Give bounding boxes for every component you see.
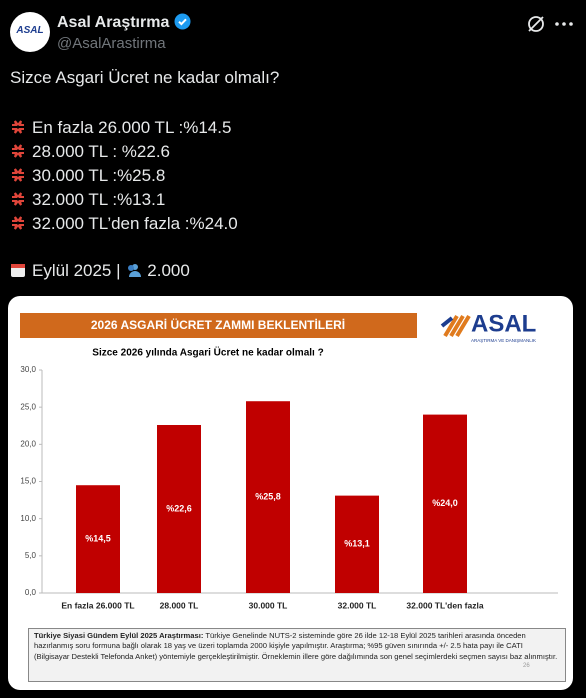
y-tick-label: 5,0 [25,551,37,560]
line-text: 32.000 TL’den fazla :%24.0 [32,214,238,233]
x-tick-label: 30.000 TL [249,600,288,610]
bar [423,414,467,593]
anger-icon [12,192,24,206]
page-number: 26 [523,663,530,669]
grok-icon[interactable] [526,14,546,34]
bar [246,401,290,593]
bar [76,485,120,593]
title-banner [20,313,417,338]
y-tick-label: 30,0 [20,365,36,374]
value-label: %22,6 [166,503,192,513]
tweet-meta: Eylül 2025 | 2.000 [10,261,190,281]
y-tick-label: 10,0 [20,514,36,523]
note-heading: Türkiye Siyasi Gündem Eylül 2025 Araştır… [34,631,204,640]
y-tick-label: 20,0 [20,439,36,448]
tweet-line: 32.000 TL :%13.1 [10,190,165,210]
people-icon [128,264,142,277]
display-name[interactable]: Asal Araştırma [57,13,191,32]
value-label: %25,8 [255,491,281,501]
x-tick-label: 28.000 TL [160,600,199,610]
line-text: En fazla 26.000 TL :%14.5 [32,118,232,137]
line-text: 32.000 TL :%13.1 [32,190,166,209]
tweet-question: Sizce Asgari Ücret ne kadar olmalı? [10,68,280,87]
anger-icon [12,144,24,158]
x-tick-label: 32.000 TL [338,600,377,610]
method-note: Türkiye Siyasi Gündem Eylül 2025 Araştır… [28,628,566,682]
tweet-line: 30.000 TL :%25.8 [10,166,165,186]
chart-title: 2026 ASGARİ ÜCRET ZAMMI BEKLENTİLERİ [91,317,345,332]
verified-badge [174,13,191,30]
value-label: %24,0 [432,498,458,508]
line-text: 28.000 TL : %22.6 [32,142,170,161]
bar [157,425,201,593]
note-text: Türkiye Genelinde NUTS-2 sisteminde göre… [34,631,558,661]
tweet-line: En fazla 26.000 TL :%14.5 [10,118,231,138]
logo-text: ASAL [471,310,536,337]
anger-icon [12,216,24,230]
calendar-icon [11,264,25,277]
x-tick-label: 32.000 TL'den fazla [406,600,483,610]
tweet-line: 32.000 TL’den fazla :%24.0 [10,214,238,234]
chart: 2026 ASGARİ ÜCRET ZAMMI BEKLENTİLERİ ASA… [20,310,558,610]
anger-icon [12,168,24,182]
anger-icon [12,120,24,134]
handle[interactable]: @AsalArastirma [57,35,166,52]
value-label: %14,5 [85,533,111,543]
y-tick-label: 15,0 [20,477,36,486]
y-tick-label: 25,0 [20,402,36,411]
avatar[interactable]: ASAL [10,12,50,52]
chart-subtitle: Sizce 2026 yılında Asgari Ücret ne kadar… [92,346,323,359]
date: Eylül 2025 | [32,261,121,280]
sample: 2.000 [147,261,190,280]
y-tick-label: 0,0 [25,588,37,597]
logo-tagline: ARAŞTIRMA VE DANIŞMANLIK [471,338,536,343]
x-tick-label: En fazla 26.000 TL [61,600,134,610]
logo: ASAL ARAŞTIRMA VE DANIŞMANLIK [440,310,536,343]
avatar-text: ASAL [16,25,44,36]
more-icon[interactable] [553,14,575,34]
chart-image[interactable]: 2026 ASGARİ ÜCRET ZAMMI BEKLENTİLERİ ASA… [8,296,573,690]
name: Asal Araştırma [57,14,170,31]
bar [335,495,379,593]
value-label: %13,1 [344,539,370,549]
tweet-line: 28.000 TL : %22.6 [10,142,170,162]
line-text: 30.000 TL :%25.8 [32,166,166,185]
